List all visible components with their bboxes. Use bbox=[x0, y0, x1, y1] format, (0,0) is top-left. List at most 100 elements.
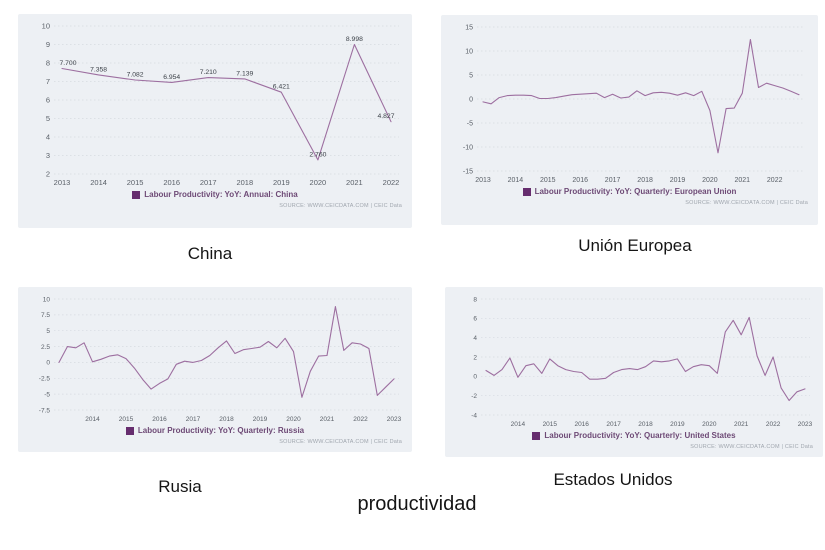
svg-text:10: 10 bbox=[43, 296, 51, 303]
svg-text:2016: 2016 bbox=[163, 178, 180, 187]
legend-united-states: Labour Productivity: YoY: Quarterly: Uni… bbox=[445, 429, 823, 442]
svg-text:15: 15 bbox=[465, 24, 473, 31]
legend-marker-icon bbox=[522, 187, 531, 196]
svg-text:7.700: 7.700 bbox=[59, 60, 76, 67]
svg-text:2023: 2023 bbox=[798, 421, 813, 428]
svg-text:2019: 2019 bbox=[253, 416, 268, 423]
svg-text:2018: 2018 bbox=[638, 421, 653, 428]
svg-text:4: 4 bbox=[46, 132, 50, 141]
legend-label: Labour Productivity: YoY: Quarterly: Eur… bbox=[534, 187, 737, 196]
caption-china: China bbox=[187, 244, 233, 263]
svg-text:2: 2 bbox=[46, 169, 50, 178]
svg-text:10: 10 bbox=[465, 48, 473, 55]
svg-text:2013: 2013 bbox=[475, 177, 491, 184]
svg-text:7.358: 7.358 bbox=[90, 66, 107, 73]
svg-text:2018: 2018 bbox=[219, 416, 234, 423]
svg-text:7.210: 7.210 bbox=[200, 69, 217, 76]
svg-text:-5: -5 bbox=[44, 391, 50, 398]
svg-text:2014: 2014 bbox=[90, 178, 107, 187]
source-credit: SOURCE: WWW.CEICDATA.COM | CEIC Data bbox=[279, 439, 402, 445]
legend-china: Labour Productivity: YoY: Annual: China bbox=[18, 188, 412, 201]
svg-text:5: 5 bbox=[46, 328, 50, 335]
svg-text:8: 8 bbox=[473, 296, 477, 303]
svg-text:-5: -5 bbox=[467, 120, 473, 127]
svg-text:2014: 2014 bbox=[508, 177, 524, 184]
svg-text:6: 6 bbox=[46, 95, 50, 104]
svg-text:2020: 2020 bbox=[286, 416, 301, 423]
line-chart-european-union: -15 -10 -5 0 5 10 15 2013 2014 2015 2016 2017 2018 20… bbox=[463, 24, 805, 184]
legend-russia: Labour Productivity: YoY: Quarterly: Rus… bbox=[18, 424, 412, 437]
svg-text:-2: -2 bbox=[471, 393, 477, 400]
svg-text:2016: 2016 bbox=[152, 416, 167, 423]
svg-text:-15: -15 bbox=[463, 168, 473, 175]
legend-marker-icon bbox=[132, 190, 141, 199]
svg-text:5: 5 bbox=[469, 72, 473, 79]
svg-text:2014: 2014 bbox=[85, 416, 100, 423]
svg-text:-4: -4 bbox=[471, 412, 477, 419]
svg-text:6.421: 6.421 bbox=[273, 84, 290, 91]
chart-card-china: 2 3 4 5 6 7 8 9 10 2013 2014 2015 2016 2017 2018 2019 20… bbox=[18, 14, 412, 228]
svg-text:2018: 2018 bbox=[637, 177, 653, 184]
source-credit: SOURCE: WWW.CEICDATA.COM | CEIC Data bbox=[690, 444, 813, 450]
svg-text:10: 10 bbox=[42, 21, 50, 30]
svg-text:2017: 2017 bbox=[606, 421, 621, 428]
svg-text:2019: 2019 bbox=[670, 177, 686, 184]
svg-text:2018: 2018 bbox=[236, 178, 253, 187]
svg-text:2022: 2022 bbox=[766, 421, 781, 428]
legend-label: Labour Productivity: YoY: Annual: China bbox=[144, 190, 298, 199]
svg-text:2020: 2020 bbox=[702, 177, 718, 184]
svg-text:2019: 2019 bbox=[273, 178, 290, 187]
line-chart-russia: -7.5 -5 -2.5 0 2.5 5 7.5 10 2014 2015 2016 2017 2018… bbox=[39, 296, 402, 423]
source-credit: SOURCE: WWW.CEICDATA.COM | CEIC Data bbox=[279, 203, 402, 209]
svg-text:2022: 2022 bbox=[767, 177, 783, 184]
svg-text:2015: 2015 bbox=[127, 178, 144, 187]
svg-text:2021: 2021 bbox=[320, 416, 335, 423]
svg-text:2021: 2021 bbox=[346, 178, 363, 187]
svg-text:4: 4 bbox=[473, 335, 477, 342]
legend-label: Labour Productivity: YoY: Quarterly: Rus… bbox=[137, 426, 305, 435]
svg-text:2016: 2016 bbox=[574, 421, 589, 428]
svg-text:2: 2 bbox=[473, 354, 477, 361]
svg-text:6: 6 bbox=[473, 316, 477, 323]
chart-card-russia: -7.5 -5 -2.5 0 2.5 5 7.5 10 2014 2015 2016 2017 2018… bbox=[18, 287, 412, 452]
legend-marker-icon bbox=[532, 431, 541, 440]
svg-text:2022: 2022 bbox=[383, 178, 400, 187]
svg-text:0: 0 bbox=[46, 360, 50, 367]
svg-text:2016: 2016 bbox=[572, 177, 588, 184]
svg-text:0: 0 bbox=[473, 374, 477, 381]
page-title: productividad bbox=[357, 493, 477, 515]
legend-marker-icon bbox=[125, 426, 134, 435]
svg-text:7.139: 7.139 bbox=[236, 70, 253, 77]
svg-text:3: 3 bbox=[46, 151, 50, 160]
svg-text:2015: 2015 bbox=[543, 421, 558, 428]
svg-text:6.954: 6.954 bbox=[163, 74, 180, 81]
source-credit: SOURCE: WWW.CEICDATA.COM | CEIC Data bbox=[685, 200, 808, 206]
svg-text:2.5: 2.5 bbox=[41, 344, 50, 351]
svg-text:7: 7 bbox=[46, 77, 50, 86]
caption-estados-unidos: Estados Unidos bbox=[553, 470, 673, 489]
svg-text:2017: 2017 bbox=[186, 416, 201, 423]
svg-text:4.827: 4.827 bbox=[377, 113, 394, 120]
svg-text:2.760: 2.760 bbox=[309, 151, 326, 158]
legend-european-union: Labour Productivity: YoY: Quarterly: Eur… bbox=[441, 185, 818, 198]
caption-rusia: Rusia bbox=[158, 477, 202, 496]
svg-text:2021: 2021 bbox=[735, 177, 751, 184]
svg-text:-10: -10 bbox=[463, 144, 473, 151]
svg-text:2020: 2020 bbox=[702, 421, 717, 428]
svg-text:2014: 2014 bbox=[511, 421, 526, 428]
svg-text:2020: 2020 bbox=[310, 178, 327, 187]
chart-card-united-states: -4 -2 0 2 4 6 8 2014 2015 2016 2017 2018 2019 2020 202… bbox=[445, 287, 823, 457]
svg-text:7.082: 7.082 bbox=[127, 72, 144, 79]
svg-text:2013: 2013 bbox=[54, 178, 71, 187]
svg-text:-2.5: -2.5 bbox=[39, 376, 51, 383]
svg-text:5: 5 bbox=[46, 114, 50, 123]
caption-union-europea: Unión Europea bbox=[578, 236, 692, 255]
svg-text:0: 0 bbox=[469, 96, 473, 103]
svg-text:8: 8 bbox=[46, 58, 50, 67]
chart-card-european-union: -15 -10 -5 0 5 10 15 2013 2014 2015 2016 2017 2018 20… bbox=[441, 15, 818, 225]
legend-label: Labour Productivity: YoY: Quarterly: Uni… bbox=[544, 431, 736, 440]
svg-text:2021: 2021 bbox=[734, 421, 749, 428]
svg-text:2017: 2017 bbox=[200, 178, 217, 187]
svg-text:7.5: 7.5 bbox=[41, 312, 50, 319]
svg-text:-7.5: -7.5 bbox=[39, 407, 51, 414]
